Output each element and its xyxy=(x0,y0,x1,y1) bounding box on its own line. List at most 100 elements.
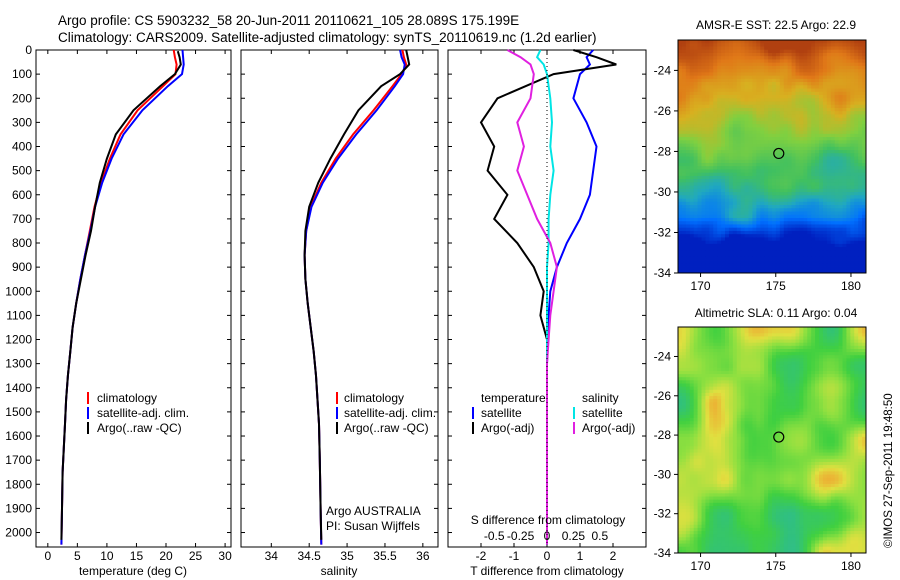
map-cell xyxy=(725,185,730,190)
map-cell xyxy=(732,342,738,347)
map-cell xyxy=(830,49,836,54)
map-cell xyxy=(748,256,753,261)
map-cell xyxy=(725,169,730,174)
map-cell xyxy=(701,367,706,372)
map-cell xyxy=(862,256,867,261)
map-cell xyxy=(736,405,742,410)
map-cell xyxy=(689,88,695,93)
map-cell xyxy=(846,188,851,193)
map-cell xyxy=(826,172,832,177)
map-cell xyxy=(713,146,718,151)
map-cell xyxy=(732,150,738,154)
map-cell xyxy=(752,172,757,177)
map-cell xyxy=(795,352,800,356)
map-cell xyxy=(830,75,836,80)
map-cell xyxy=(838,234,843,238)
map-cell xyxy=(709,240,714,245)
map-cell xyxy=(764,195,769,199)
map-cell xyxy=(803,188,808,193)
map-cell xyxy=(834,114,839,119)
map-cell xyxy=(803,175,808,180)
map-cell xyxy=(854,72,859,76)
map-cell xyxy=(752,389,757,394)
map-cell xyxy=(760,59,765,64)
map-cell xyxy=(850,383,855,388)
map-cell xyxy=(826,175,832,180)
map-cell xyxy=(693,263,698,267)
map-cell xyxy=(775,361,781,366)
map-cell xyxy=(862,98,867,102)
map-cell xyxy=(752,205,757,209)
map-cell xyxy=(807,339,812,344)
map-cell xyxy=(799,175,804,180)
map-cell xyxy=(775,256,781,261)
map-cell xyxy=(736,75,742,80)
map-cell xyxy=(693,69,698,73)
map-cell xyxy=(799,75,804,80)
map-cell xyxy=(838,162,843,167)
map-cell xyxy=(760,72,765,76)
map-cell xyxy=(787,59,792,64)
map-cell xyxy=(760,120,765,125)
map-cell xyxy=(693,260,698,264)
map-cell xyxy=(826,62,832,67)
map-cell xyxy=(811,330,816,334)
map-cell xyxy=(807,52,812,57)
map-cell xyxy=(846,140,851,144)
map-cell xyxy=(697,72,702,76)
map-cell xyxy=(748,153,753,157)
map-cell xyxy=(697,355,702,359)
map-cell xyxy=(748,127,753,132)
map-cell xyxy=(709,402,714,406)
map-cell xyxy=(693,188,698,193)
map-cell xyxy=(846,146,851,151)
map-cell xyxy=(850,75,855,80)
map-cell xyxy=(803,227,808,232)
map-cell xyxy=(736,399,742,403)
map-cell xyxy=(807,234,812,238)
map-cell xyxy=(830,237,836,242)
map-cell xyxy=(709,62,714,67)
map-cell xyxy=(846,224,851,229)
map-cell xyxy=(807,85,812,89)
map-cell xyxy=(705,169,710,174)
map-cell xyxy=(826,43,832,47)
map-cell xyxy=(772,137,777,141)
map-cell xyxy=(736,224,742,229)
map-cell xyxy=(752,104,757,109)
map-cell xyxy=(775,377,781,381)
map-cell xyxy=(721,339,726,344)
map-cell xyxy=(768,386,773,391)
map-cell xyxy=(725,263,730,267)
map-cell xyxy=(697,101,702,106)
map-cell xyxy=(842,253,847,258)
map-cell xyxy=(693,330,698,334)
map-cell xyxy=(830,402,836,406)
map-cell xyxy=(842,198,847,203)
map-cell xyxy=(768,263,773,267)
map-cell xyxy=(854,52,859,57)
map-cell xyxy=(779,266,785,271)
map-cell xyxy=(826,370,832,375)
map-cell xyxy=(795,266,800,271)
map-cell xyxy=(803,43,808,47)
x-tick-label: 2 xyxy=(610,549,617,563)
map-cell xyxy=(756,405,761,410)
map-cell xyxy=(701,124,706,128)
map-cell xyxy=(744,205,749,209)
map-cell xyxy=(787,345,792,350)
map-cell xyxy=(693,237,698,242)
map-cell xyxy=(736,120,742,125)
map-cell xyxy=(689,402,695,406)
map-cell xyxy=(728,188,734,193)
map-cell xyxy=(850,240,855,245)
map-cell xyxy=(713,56,718,60)
map-cell xyxy=(756,120,761,125)
map-cell xyxy=(760,75,765,80)
map-cell xyxy=(846,95,851,99)
map-cell xyxy=(760,111,765,115)
map-cell xyxy=(858,188,863,193)
map-cell xyxy=(775,386,781,391)
map-cell xyxy=(862,62,867,67)
map-cell xyxy=(748,117,753,122)
